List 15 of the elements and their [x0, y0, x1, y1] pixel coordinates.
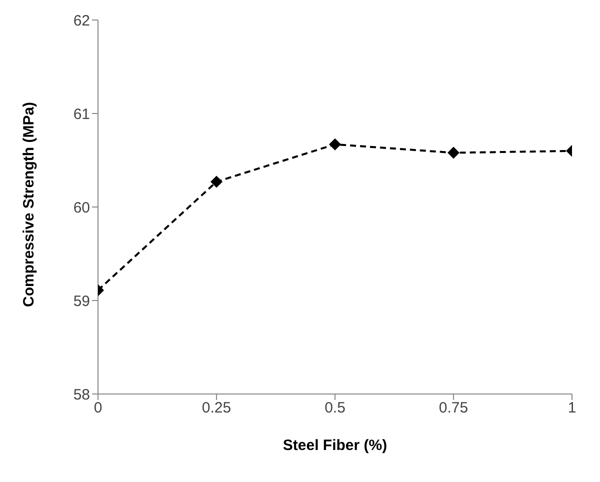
- point: [210, 176, 222, 188]
- x-axis-title: Steel Fiber (%): [282, 437, 388, 454]
- x-tick-label: 0.75: [438, 400, 468, 417]
- point: [448, 146, 460, 159]
- x-tick-label: 1: [568, 400, 576, 417]
- point: [329, 138, 341, 150]
- y-axis-title: Compressive Strength (MPa): [20, 102, 38, 307]
- y-tick-label: 60: [73, 199, 90, 216]
- x-tick-label: 0.5: [324, 400, 346, 417]
- x-tick-label: 0.25: [202, 400, 232, 417]
- y-tick-label: 62: [73, 12, 90, 30]
- y-tick-label: 59: [73, 292, 90, 310]
- x-tick-label: 0: [94, 400, 102, 417]
- y-tick-label: 61: [73, 106, 90, 123]
- y-tick-label: 58: [73, 386, 90, 404]
